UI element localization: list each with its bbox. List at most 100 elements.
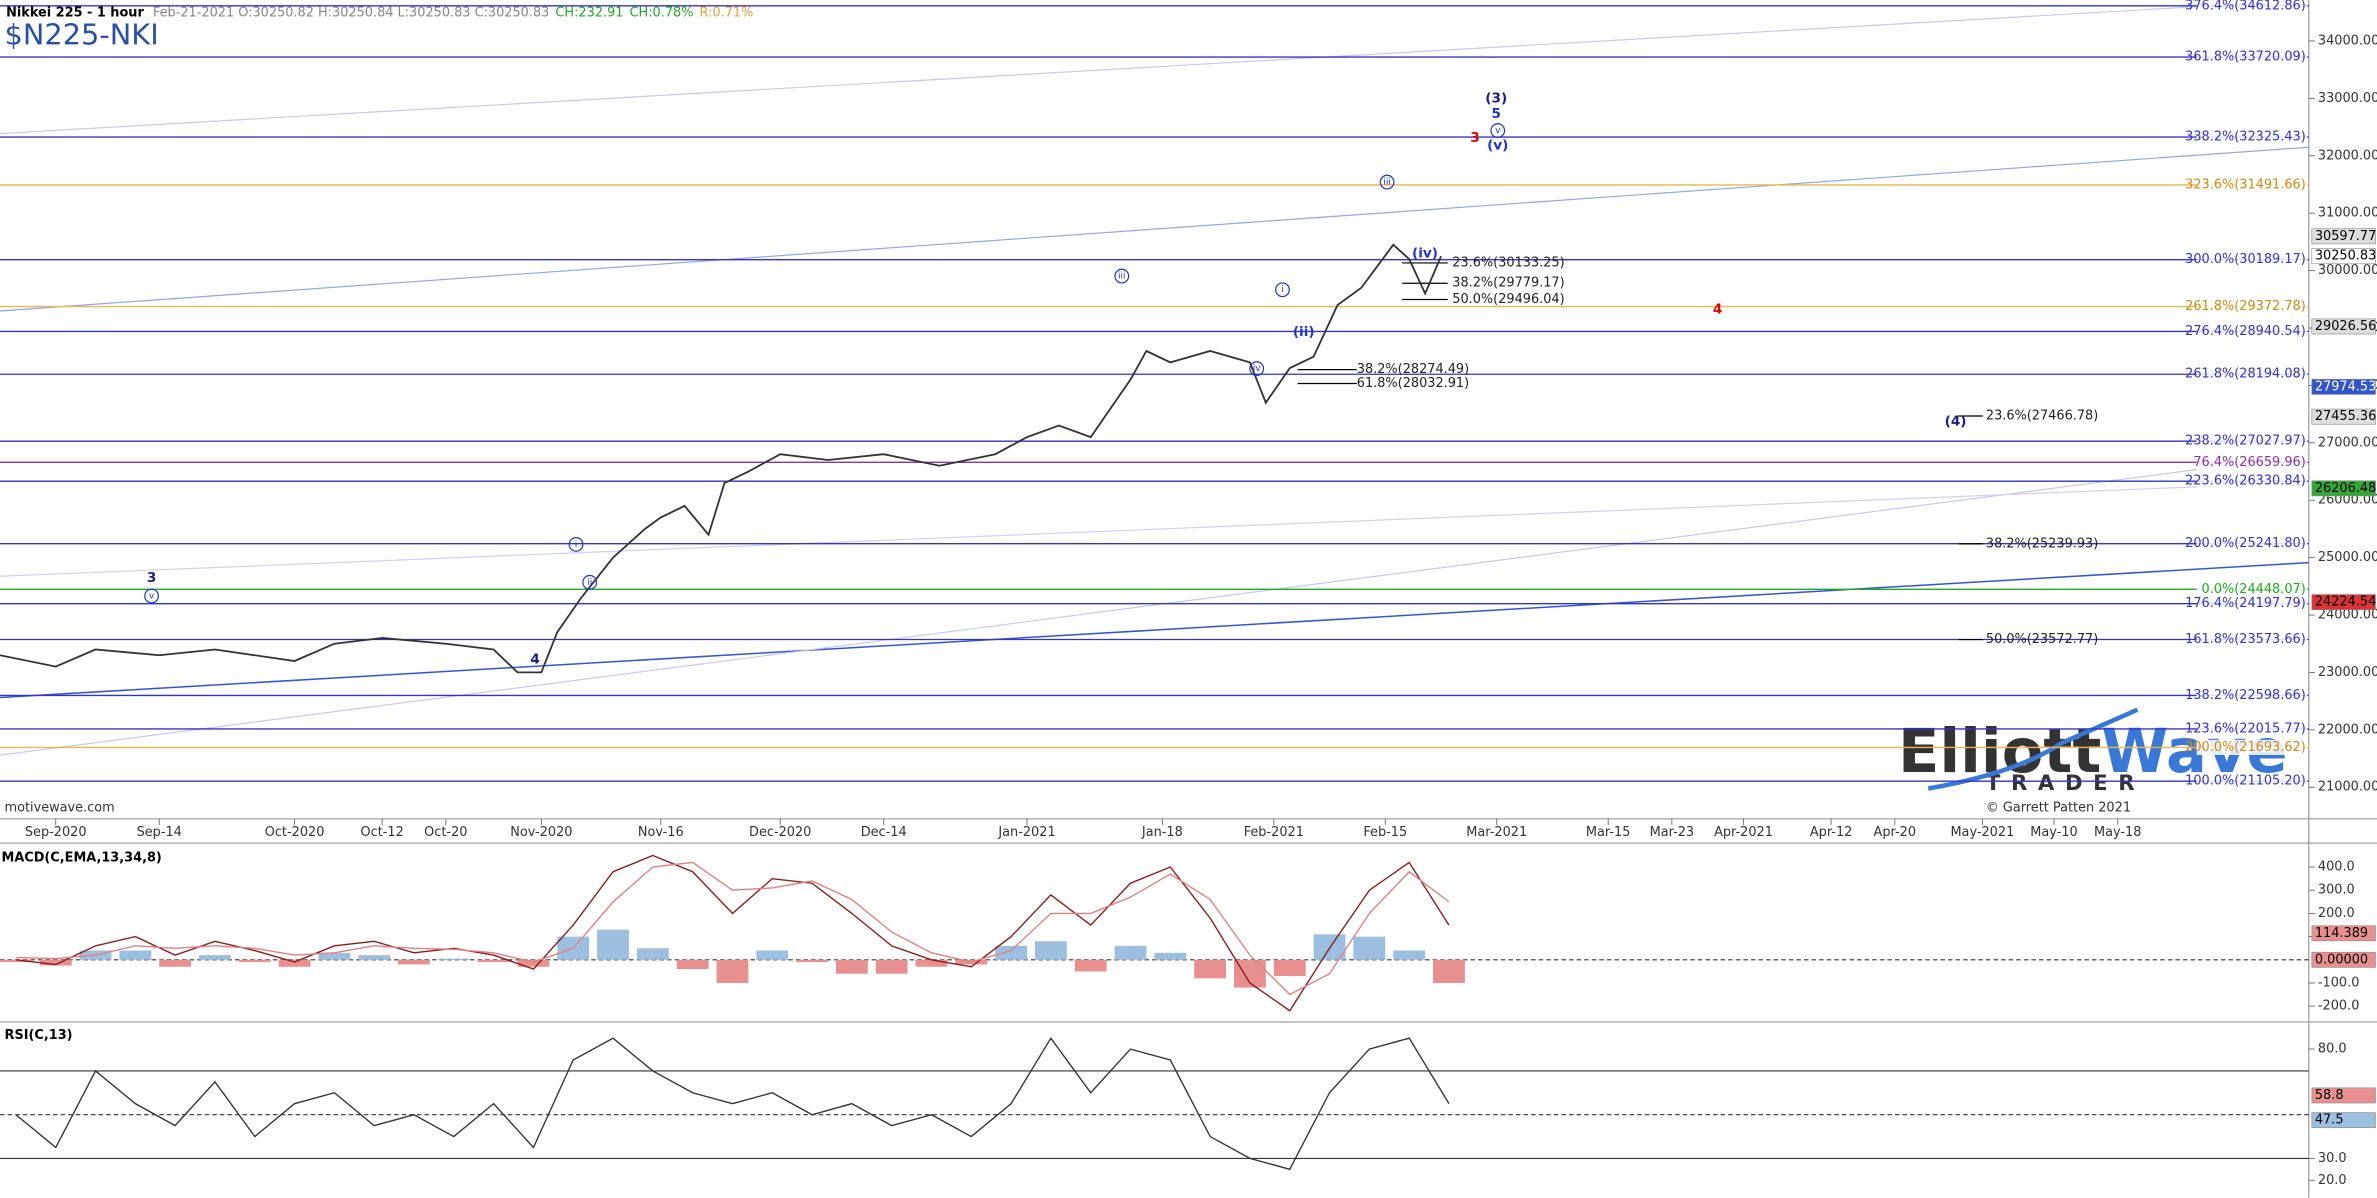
fib-label-bg xyxy=(2196,739,2308,756)
trend-line xyxy=(0,146,2309,312)
y-tick-label: 27000.00 xyxy=(2318,435,2377,450)
fib-label: 223.6%(26330.84) xyxy=(2185,474,2306,489)
histogram-bar xyxy=(915,959,948,967)
symbol-title: $N225-NKI xyxy=(5,18,159,52)
histogram-bar xyxy=(875,959,908,974)
x-tick-label: Dec-14 xyxy=(861,825,907,840)
price-tag-label: 114.389 xyxy=(2315,926,2368,941)
line xyxy=(15,1036,1450,1171)
price-tag xyxy=(2311,228,2376,245)
wave-circle xyxy=(582,574,598,590)
y-tick-label: 21000.00 xyxy=(2318,780,2377,795)
fib-label: 261.8%(29372.78) xyxy=(2185,299,2306,314)
price-tag xyxy=(2311,925,2376,942)
price-tag xyxy=(2311,480,2376,497)
wave-label: v xyxy=(149,591,155,601)
fib-label-bg xyxy=(2196,323,2308,339)
x-tick-label: Nov-2020 xyxy=(510,825,572,840)
macd-title: MACD(C,EMA,13,34,8) xyxy=(2,851,162,866)
retracement-label: 23.6%(27466.78) xyxy=(1986,409,2098,424)
y-tick-label: 80.0 xyxy=(2318,1042,2347,1057)
x-tick-label: Feb-2021 xyxy=(1244,825,1304,840)
histogram-bar xyxy=(676,959,709,970)
y-tick-label: 34000.00 xyxy=(2318,33,2377,48)
price-tag-label: 30597.77 xyxy=(2315,229,2376,244)
x-tick-label: Jan-2021 xyxy=(997,825,1055,840)
histogram-bar xyxy=(1433,959,1465,983)
price-tag-label: 0.00000 xyxy=(2315,952,2368,967)
price-tag xyxy=(2311,248,2376,265)
fib-label: 161.8%(23573.66) xyxy=(2185,632,2306,647)
histogram-bar xyxy=(1273,959,1306,977)
y-tick-label: 400.0 xyxy=(2318,860,2355,875)
retracement-label: 38.2%(25239.93) xyxy=(1986,536,2098,551)
fib-label-bg xyxy=(2196,596,2308,612)
rsi-title: RSI(C,13) xyxy=(5,1028,73,1043)
x-tick-label: Mar-23 xyxy=(1650,825,1694,840)
fib-label: 361.8%(33720.09) xyxy=(2185,50,2306,65)
wave-label: (4) xyxy=(1945,414,1967,430)
histogram-bar xyxy=(39,959,72,966)
logo-swoosh xyxy=(1927,707,2139,791)
trend-line xyxy=(0,454,2309,756)
x-tick-label: Feb-15 xyxy=(1363,825,1407,840)
y-tick-label: 30.0 xyxy=(2318,1151,2347,1166)
x-tick-label: Apr-12 xyxy=(1810,825,1852,840)
x-tick-label: Sep-2020 xyxy=(25,825,87,840)
y-tick-label: 33000.00 xyxy=(2318,91,2377,106)
histogram-bar xyxy=(0,959,32,963)
x-tick-label: Mar-15 xyxy=(1586,825,1630,840)
x-tick-label: May-2021 xyxy=(1950,825,2014,840)
price-tag-label: 26206.48 xyxy=(2315,481,2376,496)
histogram-bar xyxy=(159,959,192,967)
x-tick-label: Nov-16 xyxy=(638,825,684,840)
fib-label-bg xyxy=(2196,252,2308,268)
price-tag xyxy=(2311,1087,2376,1104)
histogram-bar xyxy=(756,950,789,960)
price-tag xyxy=(2311,408,2376,425)
fib-label-bg xyxy=(2196,773,2308,789)
wave-label: i xyxy=(1281,285,1284,295)
price-tag-label: 24224.54 xyxy=(2315,595,2376,610)
price-tag-label: 30250.83 xyxy=(2315,249,2376,264)
fib-label: 323.6%(31491.66) xyxy=(2185,177,2306,192)
range: R:0.71% xyxy=(700,5,754,20)
wave-label: iii xyxy=(1118,272,1126,282)
line xyxy=(0,243,1442,674)
histogram-bar xyxy=(278,959,311,967)
price-tag-label: 27455.36 xyxy=(2315,409,2376,424)
histogram-bar xyxy=(199,955,231,960)
histogram-bar xyxy=(636,948,669,960)
trend-line xyxy=(0,0,2309,135)
histogram-bar xyxy=(437,958,470,960)
wave-label: 3 xyxy=(1470,130,1479,146)
price-tag-label: 58.8 xyxy=(2315,1088,2344,1103)
fib-label: 338.2%(32325.43) xyxy=(2185,130,2306,145)
wave-label: (v) xyxy=(1487,138,1508,154)
wave-circle xyxy=(1490,123,1506,139)
histogram-bar xyxy=(1194,959,1227,979)
fib-label: 261.8%(28194.08) xyxy=(2185,367,2306,382)
fib-label-bg xyxy=(2196,581,2308,597)
change: CH:232.91 xyxy=(555,5,623,20)
price-tag-label: 29026.56 xyxy=(2315,319,2376,334)
x-tick-label: Jan-18 xyxy=(1141,825,1183,840)
fib-label-bg xyxy=(2196,631,2308,648)
fib-label-bg xyxy=(2196,49,2308,65)
wave-label: 4 xyxy=(1713,301,1722,317)
histogram-bar xyxy=(1353,936,1386,960)
fib-label: 238.2%(27027.97) xyxy=(2185,434,2306,449)
fib-label-bg xyxy=(2196,299,2308,315)
wave-label: (3) xyxy=(1485,91,1507,107)
histogram-bar xyxy=(597,929,629,960)
x-tick-label: Dec-2020 xyxy=(749,825,811,840)
histogram-bar xyxy=(517,959,550,967)
retracement-label: 50.0%(23572.77) xyxy=(1986,632,2098,647)
price-tag xyxy=(2311,318,2376,335)
wave-label: v xyxy=(1495,126,1501,136)
retracement-label: 38.2%(28274.49) xyxy=(1357,362,1469,377)
copyright: © Garrett Patten 2021 xyxy=(1986,801,2131,816)
change-pct: CH:0.78% xyxy=(630,5,694,20)
wave-label: 5 xyxy=(1491,106,1500,122)
